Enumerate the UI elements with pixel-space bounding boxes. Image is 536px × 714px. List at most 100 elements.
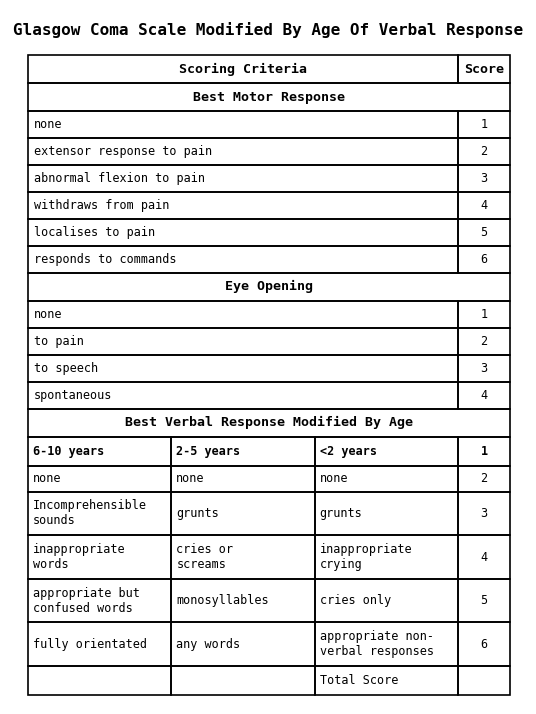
Bar <box>315 623 458 666</box>
Bar <box>458 219 510 246</box>
Text: responds to commands: responds to commands <box>34 253 176 266</box>
Bar <box>458 382 510 408</box>
Bar <box>28 466 172 492</box>
Text: to pain: to pain <box>34 335 84 348</box>
Bar <box>28 382 458 408</box>
Bar <box>458 536 510 579</box>
Text: 6: 6 <box>480 638 488 650</box>
Text: 1: 1 <box>480 445 488 458</box>
Bar <box>28 246 458 273</box>
Bar <box>28 138 458 165</box>
Text: 6-10 years: 6-10 years <box>33 445 104 458</box>
Text: 2: 2 <box>480 145 488 158</box>
Bar <box>315 536 458 579</box>
Text: 2-5 years: 2-5 years <box>176 445 241 458</box>
Bar <box>172 666 315 695</box>
Bar <box>28 192 458 219</box>
Text: withdraws from pain: withdraws from pain <box>34 199 169 212</box>
Text: none: none <box>34 118 63 131</box>
Bar <box>28 437 172 466</box>
Text: 5: 5 <box>480 226 488 239</box>
Text: grunts: grunts <box>176 507 219 520</box>
Text: Best Verbal Response Modified By Age: Best Verbal Response Modified By Age <box>125 416 413 429</box>
Bar <box>172 623 315 666</box>
Bar <box>458 301 510 328</box>
Bar <box>28 55 458 83</box>
Text: 3: 3 <box>480 172 488 185</box>
Text: <2 years: <2 years <box>319 445 377 458</box>
Bar <box>458 165 510 192</box>
Text: cries only: cries only <box>319 594 391 607</box>
Text: grunts: grunts <box>319 507 362 520</box>
Bar <box>28 666 172 695</box>
Text: Glasgow Coma Scale Modified By Age Of Verbal Response: Glasgow Coma Scale Modified By Age Of Ve… <box>13 22 523 38</box>
Bar <box>172 466 315 492</box>
Text: 4: 4 <box>480 199 488 212</box>
Text: cries or
screams: cries or screams <box>176 543 233 571</box>
Bar <box>458 111 510 138</box>
Bar <box>28 328 458 355</box>
Text: Score: Score <box>464 63 504 76</box>
Text: none: none <box>33 472 62 486</box>
Text: localises to pain: localises to pain <box>34 226 155 239</box>
Bar <box>28 408 510 437</box>
Text: to speech: to speech <box>34 362 98 375</box>
Bar <box>28 355 458 382</box>
Text: inappropriate
words: inappropriate words <box>33 543 125 571</box>
Bar <box>458 138 510 165</box>
Bar <box>458 192 510 219</box>
Text: none: none <box>176 472 205 486</box>
Bar <box>458 466 510 492</box>
Text: none: none <box>34 308 63 321</box>
Bar <box>458 328 510 355</box>
Text: abnormal flexion to pain: abnormal flexion to pain <box>34 172 205 185</box>
Bar <box>458 666 510 695</box>
Bar <box>458 492 510 536</box>
Text: Best Motor Response: Best Motor Response <box>193 91 345 104</box>
Text: 4: 4 <box>480 550 488 563</box>
Text: fully orientated: fully orientated <box>33 638 147 650</box>
Bar <box>315 437 458 466</box>
Bar <box>28 219 458 246</box>
Text: inappropriate
crying: inappropriate crying <box>319 543 412 571</box>
Bar <box>28 623 172 666</box>
Text: 5: 5 <box>480 594 488 607</box>
Text: 2: 2 <box>480 335 488 348</box>
Text: appropriate non-
verbal responses: appropriate non- verbal responses <box>319 630 434 658</box>
Text: Scoring Criteria: Scoring Criteria <box>179 62 307 76</box>
Bar <box>28 579 172 623</box>
Bar <box>28 536 172 579</box>
Text: monosyllables: monosyllables <box>176 594 269 607</box>
Bar <box>458 55 510 83</box>
Text: 2: 2 <box>480 472 488 486</box>
Bar <box>315 492 458 536</box>
Text: 1: 1 <box>480 308 488 321</box>
Bar <box>458 437 510 466</box>
Bar <box>28 301 458 328</box>
Text: none: none <box>319 472 348 486</box>
Bar <box>458 579 510 623</box>
Bar <box>458 246 510 273</box>
Text: spontaneous: spontaneous <box>34 388 113 402</box>
Bar <box>315 579 458 623</box>
Text: Eye Opening: Eye Opening <box>225 281 313 293</box>
Bar <box>458 623 510 666</box>
Bar <box>172 492 315 536</box>
Text: 3: 3 <box>480 507 488 520</box>
Bar <box>315 666 458 695</box>
Text: 4: 4 <box>480 388 488 402</box>
Bar <box>28 111 458 138</box>
Bar <box>28 273 510 301</box>
Bar <box>28 165 458 192</box>
Text: appropriate but
confused words: appropriate but confused words <box>33 587 140 615</box>
Text: Incomprehensible
sounds: Incomprehensible sounds <box>33 500 147 528</box>
Bar <box>172 536 315 579</box>
Bar <box>28 83 510 111</box>
Bar <box>28 492 172 536</box>
Text: Total Score: Total Score <box>319 674 398 687</box>
Text: 1: 1 <box>480 118 488 131</box>
Bar <box>172 579 315 623</box>
Text: 6: 6 <box>480 253 488 266</box>
Text: extensor response to pain: extensor response to pain <box>34 145 212 158</box>
Text: 3: 3 <box>480 362 488 375</box>
